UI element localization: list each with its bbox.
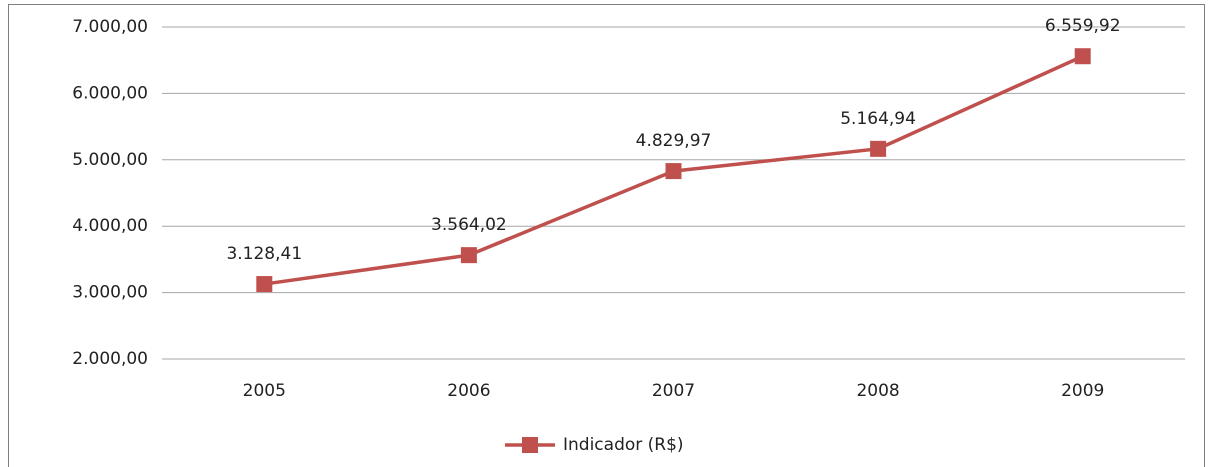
data-label: 5.164,94 [840, 109, 916, 129]
point-marker [870, 140, 887, 157]
x-tick-label: 2006 [447, 381, 490, 401]
data-label: 4.829,97 [636, 131, 712, 151]
y-tick-label: 4.000,00 [72, 216, 148, 236]
y-tick-label: 5.000,00 [72, 150, 148, 170]
data-label: 6.559,92 [1045, 16, 1121, 36]
y-tick-label: 3.000,00 [72, 283, 148, 303]
x-tick-label: 2007 [652, 381, 695, 401]
data-label: 3.564,02 [431, 215, 507, 235]
point-marker [256, 276, 273, 293]
x-tick-label: 2009 [1061, 381, 1104, 401]
point-marker [460, 247, 477, 264]
y-tick-label: 2.000,00 [72, 349, 148, 369]
data-label: 3.128,41 [226, 244, 302, 264]
x-tick-label: 2008 [856, 381, 899, 401]
legend-label: Indicador (R$) [563, 435, 684, 455]
point-marker [1074, 48, 1091, 65]
legend-marker [522, 437, 538, 453]
y-tick-label: 7.000,00 [72, 17, 148, 37]
point-marker [665, 163, 682, 180]
y-tick-label: 6.000,00 [72, 83, 148, 103]
chart-frame [8, 4, 1205, 467]
x-tick-label: 2005 [243, 381, 286, 401]
